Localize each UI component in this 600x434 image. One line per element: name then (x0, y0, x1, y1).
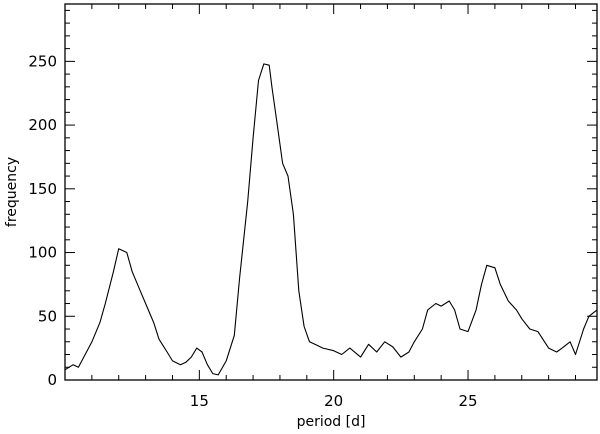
axis-ticks (64, 4, 597, 381)
y-tick-label: 200 (28, 116, 57, 134)
y-tick-label: 100 (28, 244, 57, 262)
y-tick-label: 0 (47, 371, 57, 389)
x-axis-label: period [d] (297, 414, 366, 430)
x-tick-label: 25 (458, 392, 477, 410)
x-tick-label: 20 (324, 392, 343, 410)
y-tick-label: 150 (28, 180, 57, 198)
plot-frame (64, 3, 598, 381)
y-axis-label: frequency (4, 157, 20, 227)
y-tick-label: 50 (38, 307, 57, 325)
x-tick-label: 15 (190, 392, 209, 410)
y-tick-label: 250 (28, 52, 57, 70)
frequency-series-line (64, 63, 598, 376)
